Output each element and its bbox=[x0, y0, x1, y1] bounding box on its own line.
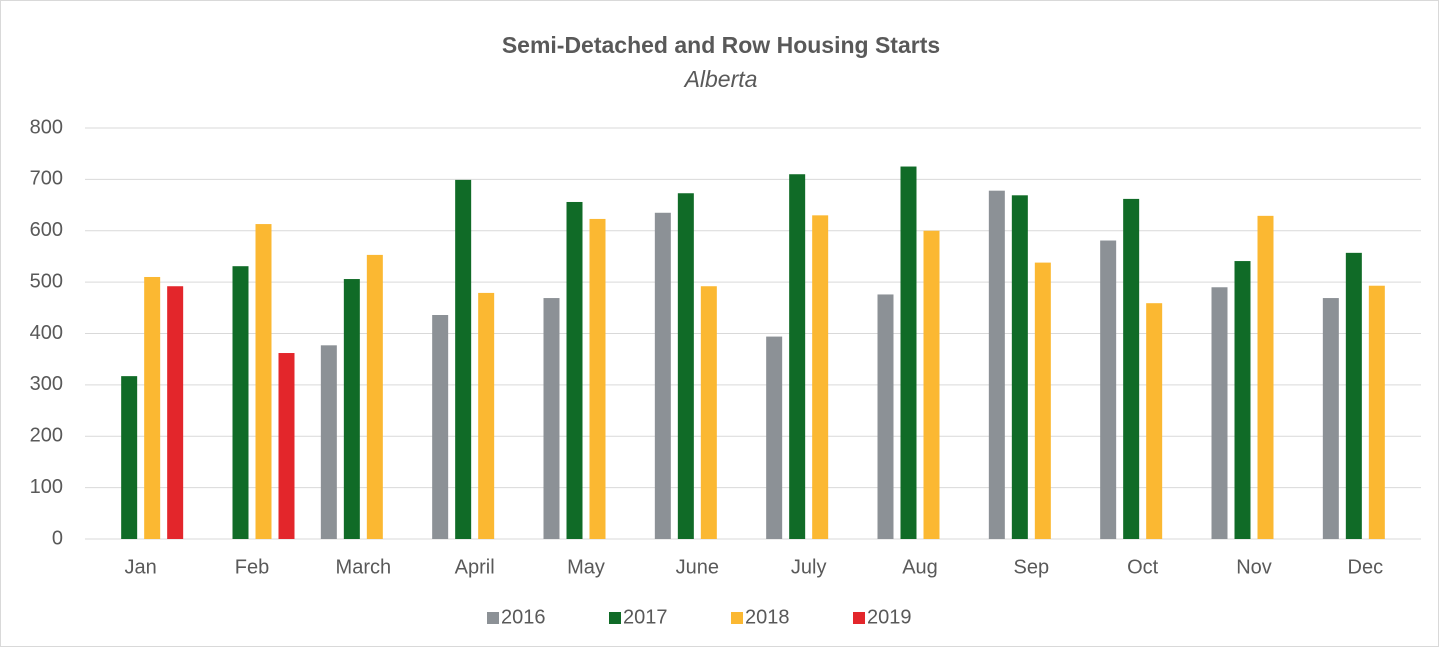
bar bbox=[700, 286, 717, 539]
x-tick-label: March bbox=[336, 556, 392, 578]
bar bbox=[1368, 285, 1385, 539]
bar bbox=[654, 212, 671, 540]
bar bbox=[1123, 198, 1140, 539]
bar bbox=[766, 336, 783, 539]
legend-swatch bbox=[853, 612, 865, 624]
bar bbox=[167, 286, 184, 539]
bar bbox=[255, 224, 272, 540]
y-tick-label: 500 bbox=[30, 270, 63, 292]
x-tick-label: May bbox=[567, 556, 605, 578]
chart-subtitle: Alberta bbox=[683, 66, 758, 92]
bar bbox=[589, 218, 606, 539]
bar bbox=[1034, 262, 1051, 539]
x-tick-label: Feb bbox=[235, 556, 269, 578]
bar bbox=[320, 345, 337, 539]
bar bbox=[144, 276, 161, 539]
x-tick-label: Nov bbox=[1236, 556, 1272, 578]
bar bbox=[1100, 240, 1117, 540]
bar bbox=[232, 266, 249, 539]
bar bbox=[1345, 252, 1362, 539]
chart-title: Semi-Detached and Row Housing Starts bbox=[502, 32, 940, 58]
bar bbox=[900, 166, 917, 539]
y-tick-label: 200 bbox=[30, 425, 63, 447]
bar bbox=[1257, 215, 1274, 539]
x-tick-label: Aug bbox=[902, 556, 938, 578]
y-tick-label: 300 bbox=[30, 373, 63, 395]
bar bbox=[988, 190, 1005, 540]
y-tick-label: 0 bbox=[52, 527, 63, 549]
legend-swatch bbox=[487, 612, 499, 624]
bar bbox=[877, 294, 894, 539]
x-tick-label: Jan bbox=[125, 556, 157, 578]
x-tick-label: April bbox=[455, 556, 495, 578]
legend-label: 2018 bbox=[745, 606, 790, 628]
bar bbox=[923, 230, 940, 539]
bar bbox=[278, 353, 295, 539]
bar bbox=[366, 254, 383, 540]
y-tick-label: 600 bbox=[30, 219, 63, 241]
bar bbox=[121, 376, 138, 539]
y-tick-label: 700 bbox=[30, 168, 63, 190]
bar bbox=[432, 315, 449, 539]
bar bbox=[1211, 287, 1228, 539]
legend-label: 2017 bbox=[623, 606, 668, 628]
bar bbox=[1146, 303, 1163, 539]
y-tick-label: 100 bbox=[30, 476, 63, 498]
bar bbox=[677, 193, 694, 539]
x-tick-label: Dec bbox=[1348, 556, 1384, 578]
y-tick-label: 400 bbox=[30, 322, 63, 344]
legend-swatch bbox=[609, 612, 621, 624]
bar bbox=[1234, 261, 1251, 539]
x-tick-label: July bbox=[791, 556, 827, 578]
bar bbox=[1011, 195, 1028, 539]
bar bbox=[812, 215, 829, 539]
bar bbox=[789, 174, 806, 540]
legend-swatch bbox=[731, 612, 743, 624]
bar bbox=[478, 292, 495, 539]
x-tick-label: June bbox=[676, 556, 719, 578]
bar bbox=[566, 201, 583, 540]
legend-label: 2019 bbox=[867, 606, 912, 628]
legend-label: 2016 bbox=[501, 606, 546, 628]
bar bbox=[543, 298, 560, 539]
bar bbox=[1322, 298, 1339, 539]
x-tick-label: Sep bbox=[1014, 556, 1050, 578]
y-tick-label: 800 bbox=[30, 116, 63, 138]
bar bbox=[455, 179, 472, 540]
x-tick-label: Oct bbox=[1127, 556, 1159, 578]
bar bbox=[343, 279, 360, 539]
